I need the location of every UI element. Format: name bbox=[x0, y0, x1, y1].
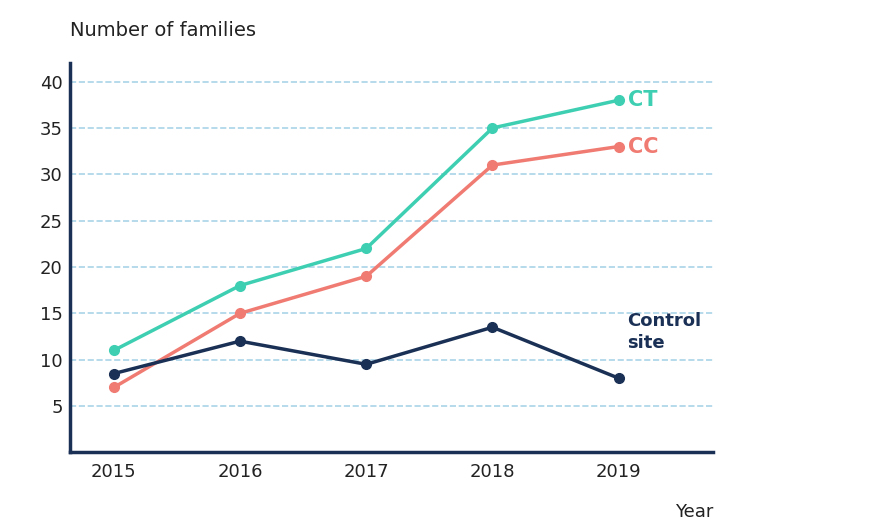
Text: CC: CC bbox=[627, 137, 657, 157]
Text: CT: CT bbox=[627, 90, 656, 110]
Text: Year: Year bbox=[674, 503, 713, 521]
Text: Control
site: Control site bbox=[627, 312, 701, 352]
Text: Number of families: Number of families bbox=[70, 21, 255, 40]
